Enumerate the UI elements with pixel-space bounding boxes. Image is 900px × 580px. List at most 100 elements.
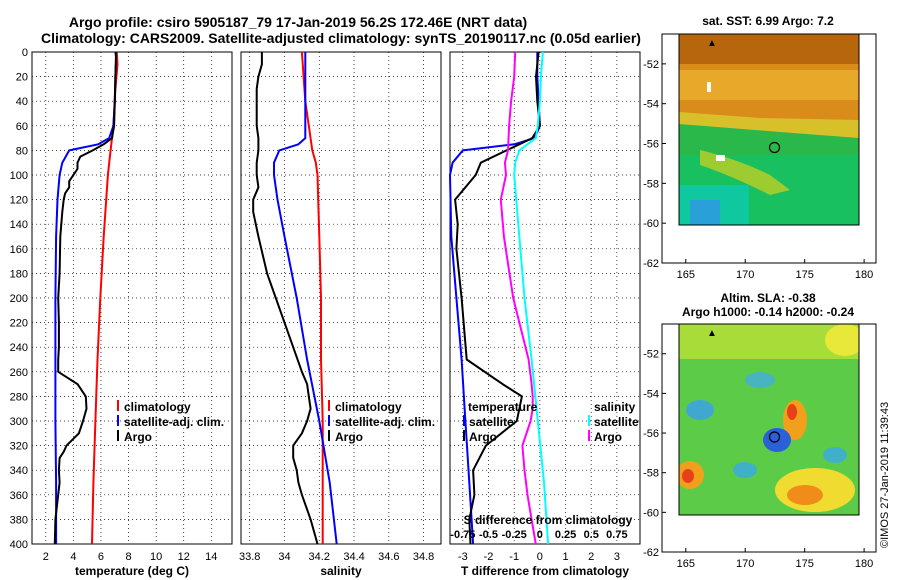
depth-tick-label: 140 <box>10 219 28 231</box>
legend-salinity-title: salinity <box>594 400 636 414</box>
sst-y-tick-label: -60 <box>643 218 659 230</box>
legend-label-temp-satellite: satellite <box>469 415 514 429</box>
sla-low-4 <box>733 462 757 478</box>
sst-cold-patch-2 <box>690 200 720 225</box>
sla-argo-eddy <box>763 428 791 452</box>
sla-map-subtitle: Argo h1000: -0.14 h2000: -0.24 <box>682 305 854 319</box>
sst-x-tick-label: 170 <box>736 269 754 281</box>
legend-label-argo: Argo <box>335 430 363 444</box>
depth-tick-label: 20 <box>16 72 28 84</box>
depth-tick-label: 260 <box>10 367 28 379</box>
sst-mid-band <box>679 70 859 100</box>
sla-y-tick-label: -52 <box>643 349 659 361</box>
salinity-x-tick-label: 34 <box>278 551 290 563</box>
sst-x-tick-label: 175 <box>795 269 813 281</box>
sst-data-gap-2 <box>707 82 711 92</box>
legend-temperature-title: temperature <box>468 400 538 414</box>
depth-tick-label: 300 <box>10 416 28 428</box>
sla-axis-frame <box>661 323 877 553</box>
salinity-x-tick-label: 34.6 <box>378 551 399 563</box>
salinity-legend: climatology satellite-adj. clim. Argo <box>328 400 435 444</box>
sst-x-tick-label: 165 <box>677 269 695 281</box>
imos-watermark: ©IMOS 27-Jan-2019 11:39:43 <box>879 402 891 548</box>
sla-y-tick-label: -56 <box>643 428 659 440</box>
depth-tick-label: 320 <box>10 441 28 453</box>
sla-x-tick-label: 180 <box>855 558 873 570</box>
map-tick-layer: 165 170 175 180 -52 -54 -56 -58 -60 -62 165 170 175 1… <box>643 33 877 570</box>
grid-layer <box>32 52 640 544</box>
sst-warm-band <box>679 34 859 64</box>
sla-x-tick-label: 175 <box>795 558 813 570</box>
salinity-x-tick-label: 34.4 <box>343 551 364 563</box>
depth-tick-label: 360 <box>10 490 28 502</box>
sst-data-gap <box>716 155 725 161</box>
difference-x2-tick-label: -0.5 <box>479 529 498 541</box>
sst-y-tick-label: -62 <box>643 258 659 270</box>
sst-map-title: sat. SST: 6.99 Argo: 7.2 <box>702 14 834 28</box>
depth-tick-label: 100 <box>10 170 28 182</box>
temperature-x-tick-label: 6 <box>98 551 104 563</box>
depth-tick-label: 80 <box>16 145 28 157</box>
depth-tick-label: 120 <box>10 195 28 207</box>
temperature-x-tick-label: 4 <box>70 551 76 563</box>
depth-tick-label: 60 <box>16 121 28 133</box>
sla-argo-position-marker <box>768 431 781 443</box>
sst-y-tick-label: -56 <box>643 139 659 151</box>
depth-tick-label: 240 <box>10 342 28 354</box>
sla-high-south-core <box>787 485 823 505</box>
depth-tick-label: 380 <box>10 514 28 526</box>
legend-label-salt-satellite: satellite <box>594 415 639 429</box>
difference-x-tick-label: -3 <box>458 551 468 563</box>
depth-tick-label: 200 <box>10 293 28 305</box>
legend-label-climatology: climatology <box>124 400 191 414</box>
depth-tick-label: 340 <box>10 465 28 477</box>
depth-tick-label: 400 <box>10 539 28 551</box>
difference-x-label: T difference from climatology <box>461 564 629 578</box>
difference-x2-tick-label: -0.25 <box>502 529 527 541</box>
depth-tick-label: 0 <box>22 47 28 59</box>
legend-label-salt-argo: Argo <box>594 430 622 444</box>
tick-layer: 0204060801001201401601802002202402602803… <box>10 47 628 563</box>
figure-title-line1: Argo profile: csiro 5905187_79 17-Jan-20… <box>69 14 527 30</box>
depth-tick-label: 280 <box>10 391 28 403</box>
sst-map: ▲ <box>679 34 859 225</box>
legend-label-argo: Argo <box>124 430 152 444</box>
sla-map-title: Altim. SLA: -0.38 <box>720 291 816 305</box>
sst-y-tick-label: -58 <box>643 178 659 190</box>
salinity-x-label: salinity <box>320 564 362 578</box>
legend-label-satellite: satellite-adj. clim. <box>335 415 435 429</box>
difference-series-salinity-satellite <box>513 51 550 545</box>
sla-y-tick-label: -60 <box>643 507 659 519</box>
temperature-x-tick-label: 14 <box>205 551 217 563</box>
sst-land-marker: ▲ <box>707 38 717 49</box>
sla-y-tick-label: -62 <box>643 547 659 559</box>
depth-tick-label: 40 <box>16 96 28 108</box>
sla-map: ▲ <box>679 324 859 515</box>
difference-x-tick-label: -2 <box>484 551 494 563</box>
difference-x-tick-label: -1 <box>509 551 519 563</box>
series-layer <box>53 51 550 545</box>
difference-x2-tick-label: 0 <box>537 529 543 541</box>
difference-x2-tick-label: 0.75 <box>606 529 627 541</box>
difference-legend: temperature satellite Argo salinity sate… <box>463 400 639 444</box>
sla-high-west-core <box>682 469 694 483</box>
salinity-x-tick-label: 33.8 <box>239 551 260 563</box>
sst-yellow-filament <box>700 150 790 195</box>
salinity-x-tick-label: 34.8 <box>413 551 434 563</box>
difference-x-tick-label: 0 <box>537 551 543 563</box>
sla-low-3 <box>823 447 847 463</box>
sla-low-1 <box>745 372 775 388</box>
sla-high-east <box>825 324 859 356</box>
figure-title-line2: Climatology: CARS2009. Satellite-adjuste… <box>41 30 641 46</box>
temperature-x-tick-label: 10 <box>150 551 162 563</box>
sla-y-tick-label: -54 <box>643 388 659 400</box>
sst-transition-band <box>679 112 859 140</box>
legend-label-satellite: satellite-adj. clim. <box>124 415 224 429</box>
difference-x-tick-label: 1 <box>562 551 568 563</box>
sla-low-2 <box>686 400 714 420</box>
sst-axis-frame <box>661 33 877 264</box>
difference-x-tick-label: 3 <box>614 551 620 563</box>
depth-tick-label: 160 <box>10 244 28 256</box>
sla-x-tick-label: 170 <box>736 558 754 570</box>
sst-x-tick-label: 180 <box>855 269 873 281</box>
